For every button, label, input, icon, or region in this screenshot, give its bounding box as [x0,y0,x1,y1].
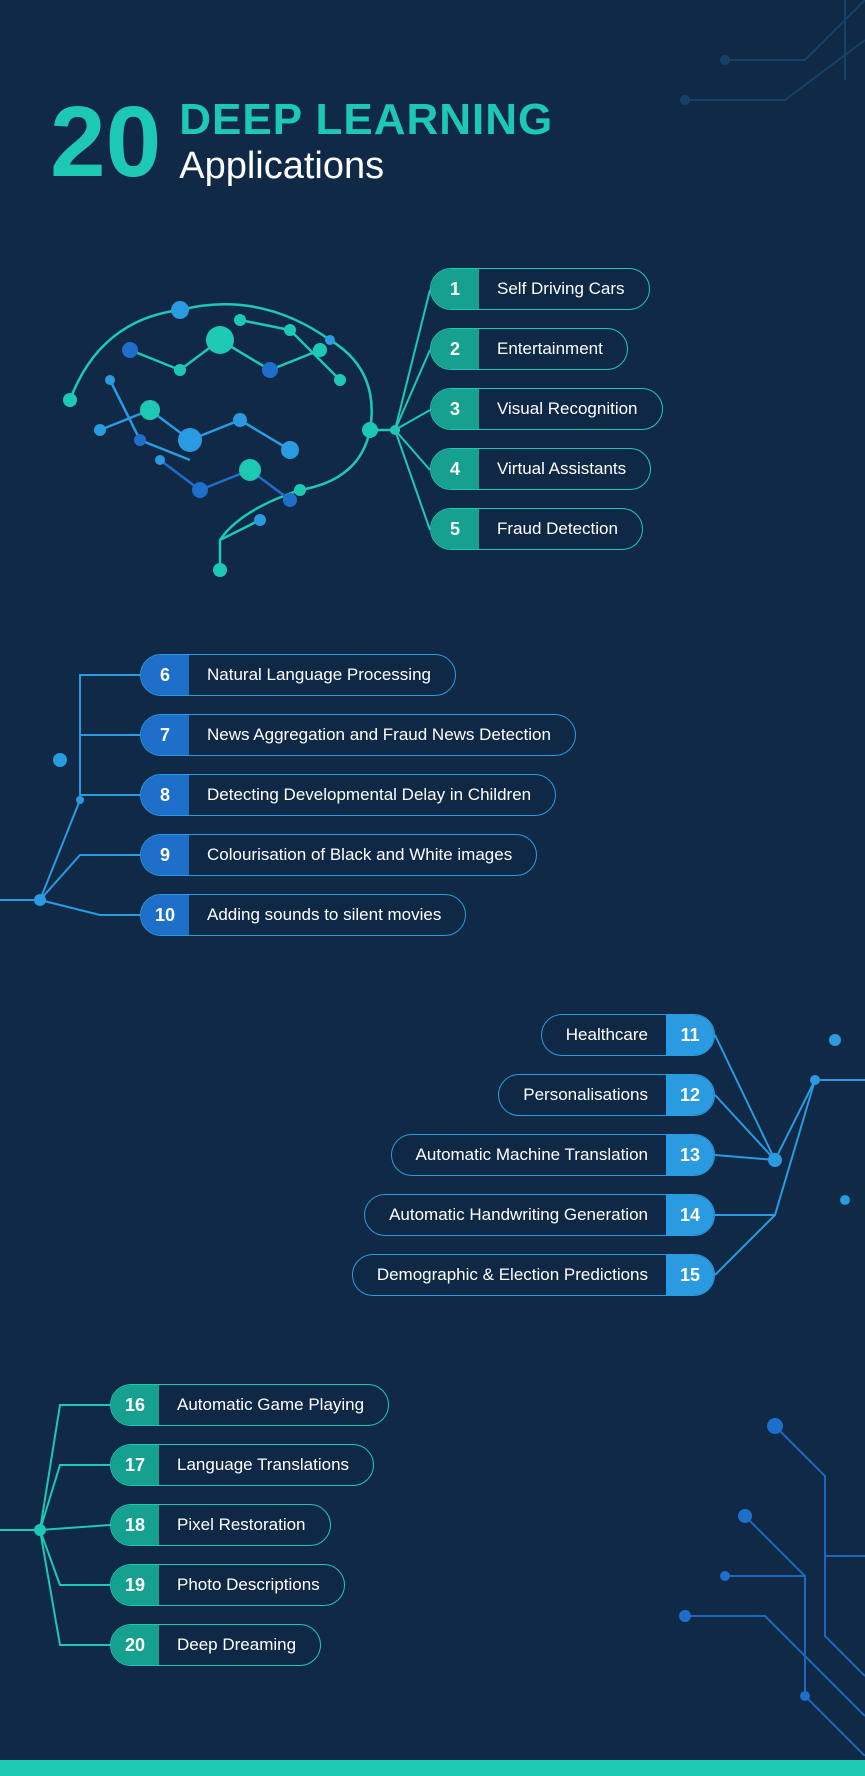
item-label: Deep Dreaming [159,1635,320,1655]
group-b: 6 Natural Language Processing 7 News Agg… [140,654,576,936]
group-a: 1 Self Driving Cars 2 Entertainment 3 Vi… [430,268,663,550]
item-number: 2 [431,329,479,369]
item-number: 8 [141,775,189,815]
item-label: Photo Descriptions [159,1575,344,1595]
item-number: 18 [111,1505,159,1545]
list-item: 16 Automatic Game Playing [110,1384,389,1426]
item-number: 19 [111,1565,159,1605]
circuit-deco-bottom-right [565,1376,865,1756]
item-label: Entertainment [479,339,627,359]
list-item: 11 Healthcare [541,1014,715,1056]
item-label: Adding sounds to silent movies [189,905,465,925]
list-item: 14 Automatic Handwriting Generation [364,1194,715,1236]
list-item: 20 Deep Dreaming [110,1624,321,1666]
item-number: 15 [666,1255,714,1295]
title-number: 20 [50,97,161,187]
item-label: Automatic Handwriting Generation [365,1205,666,1225]
list-item: 12 Personalisations [498,1074,715,1116]
group-c: 11 Healthcare 12 Personalisations 13 Aut… [352,1014,715,1296]
list-item: 2 Entertainment [430,328,628,370]
connector-right-group-c [705,1000,865,1330]
infographic-container: 20 DEEP LEARNING Applications [0,0,865,1776]
item-number: 12 [666,1075,714,1115]
list-item: 4 Virtual Assistants [430,448,651,490]
title-line1: DEEP LEARNING [179,95,553,145]
list-item: 7 News Aggregation and Fraud News Detect… [140,714,576,756]
item-label: Personalisations [499,1085,666,1105]
connector-left-group-b [0,640,150,960]
list-item: 13 Automatic Machine Translation [391,1134,715,1176]
list-item: 9 Colourisation of Black and White image… [140,834,537,876]
list-item: 5 Fraud Detection [430,508,643,550]
list-item: 17 Language Translations [110,1444,374,1486]
list-item: 1 Self Driving Cars [430,268,650,310]
title-text: DEEP LEARNING Applications [179,95,553,188]
item-label: Natural Language Processing [189,665,455,685]
item-label: Detecting Developmental Delay in Childre… [189,785,555,805]
item-label: Fraud Detection [479,519,642,539]
item-number: 7 [141,715,189,755]
list-item: 8 Detecting Developmental Delay in Child… [140,774,556,816]
item-label: Demographic & Election Predictions [353,1265,666,1285]
title-line2: Applications [179,145,553,188]
item-label: Pixel Restoration [159,1515,330,1535]
list-item: 3 Visual Recognition [430,388,663,430]
item-label: Self Driving Cars [479,279,649,299]
item-label: Automatic Machine Translation [392,1145,666,1165]
item-number: 6 [141,655,189,695]
list-item: 15 Demographic & Election Predictions [352,1254,715,1296]
item-number: 5 [431,509,479,549]
item-label: Automatic Game Playing [159,1395,388,1415]
item-number: 3 [431,389,479,429]
group-d: 16 Automatic Game Playing 17 Language Tr… [110,1384,389,1666]
item-number: 17 [111,1445,159,1485]
item-number: 9 [141,835,189,875]
item-number: 4 [431,449,479,489]
item-label: Visual Recognition [479,399,662,419]
item-number: 16 [111,1385,159,1425]
item-number: 13 [666,1135,714,1175]
title-block: 20 DEEP LEARNING Applications [50,95,553,188]
bottom-accent-bar [0,1760,865,1776]
item-number: 10 [141,895,189,935]
item-number: 14 [666,1195,714,1235]
list-item: 10 Adding sounds to silent movies [140,894,466,936]
item-label: Virtual Assistants [479,459,650,479]
connector-left-group-d [0,1370,120,1690]
item-number: 1 [431,269,479,309]
list-item: 18 Pixel Restoration [110,1504,331,1546]
item-label: Healthcare [542,1025,666,1045]
list-item: 6 Natural Language Processing [140,654,456,696]
circuit-deco-top-right [645,0,865,120]
list-item: 19 Photo Descriptions [110,1564,345,1606]
item-label: Colourisation of Black and White images [189,845,536,865]
item-label: Language Translations [159,1455,373,1475]
item-label: News Aggregation and Fraud News Detectio… [189,725,575,745]
item-number: 11 [666,1015,714,1055]
item-number: 20 [111,1625,159,1665]
brain-network-icon [40,260,400,580]
